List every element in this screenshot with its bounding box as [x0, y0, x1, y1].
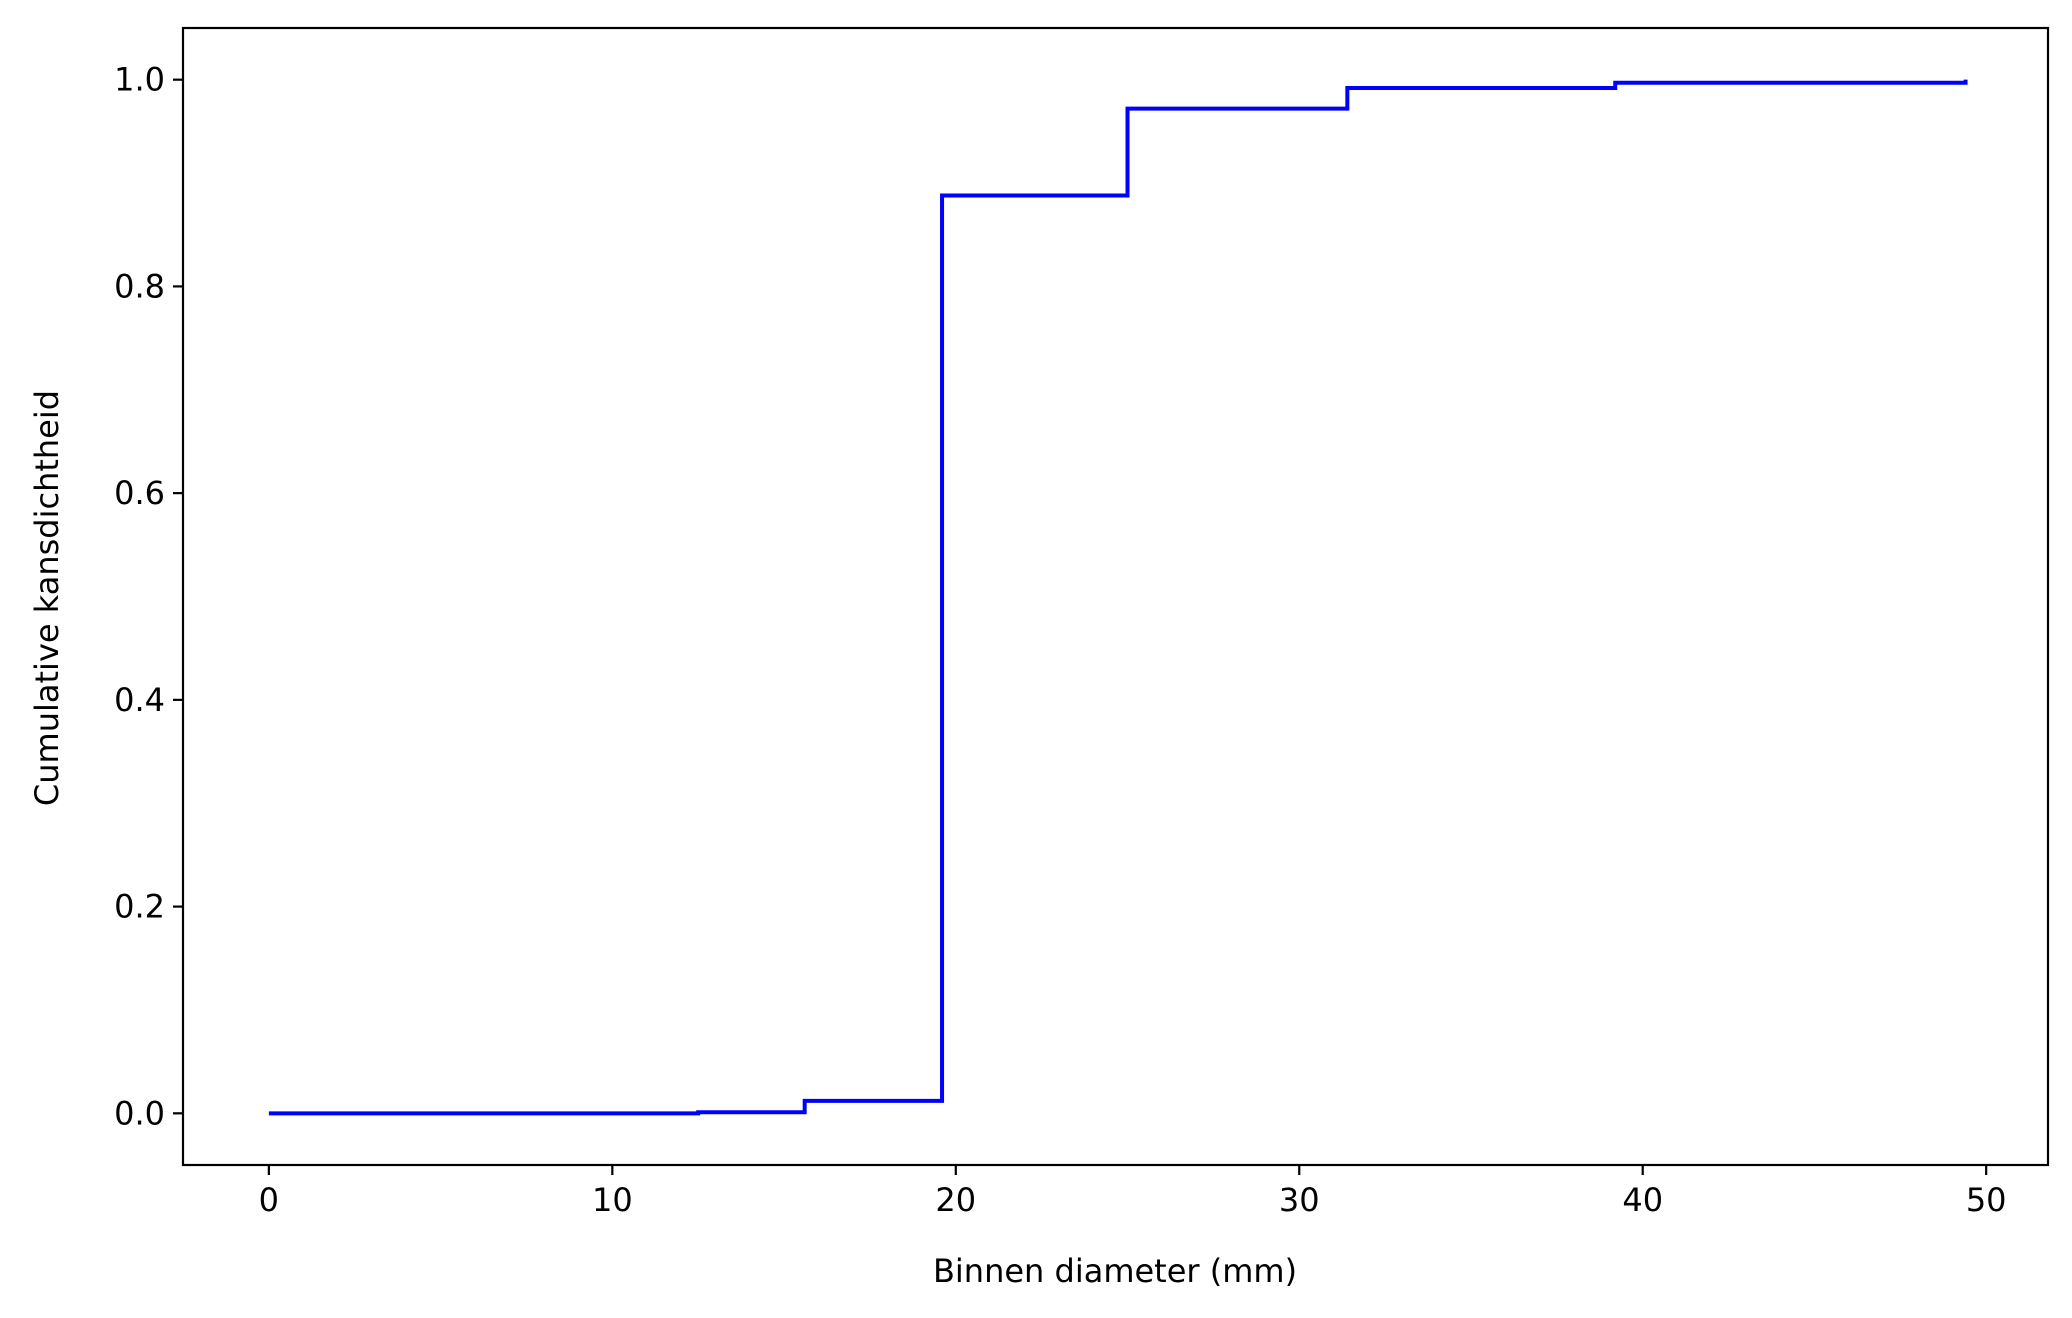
- plot-frame: [181, 26, 2050, 1167]
- x-tick-label: 50: [1966, 1181, 2007, 1219]
- series-line-cdf: [268, 79, 1968, 1116]
- x-tick-label: 10: [592, 1181, 633, 1219]
- y-tick-label: 0.0: [114, 1094, 165, 1132]
- x-tick-label: 40: [1622, 1181, 1663, 1219]
- y-axis-label: Cumulative kansdichtheid: [28, 390, 66, 806]
- y-tick-label: 0.2: [114, 888, 165, 926]
- y-tick-label: 0.4: [114, 681, 165, 719]
- x-tick-label: 20: [935, 1181, 976, 1219]
- x-tick-label: 30: [1279, 1181, 1320, 1219]
- axes: 0 10 20 30 40 50 0.0 0.2 0.4 0.6 0.8 1.0: [114, 26, 2050, 1219]
- x-tick-label: 0: [259, 1181, 279, 1219]
- plot-area: [268, 79, 1968, 1116]
- y-tick-label: 0.8: [114, 267, 165, 305]
- y-tick-label: 1.0: [114, 61, 165, 99]
- x-axis-label: Binnen diameter (mm): [933, 1252, 1297, 1290]
- y-tick-label: 0.6: [114, 474, 165, 512]
